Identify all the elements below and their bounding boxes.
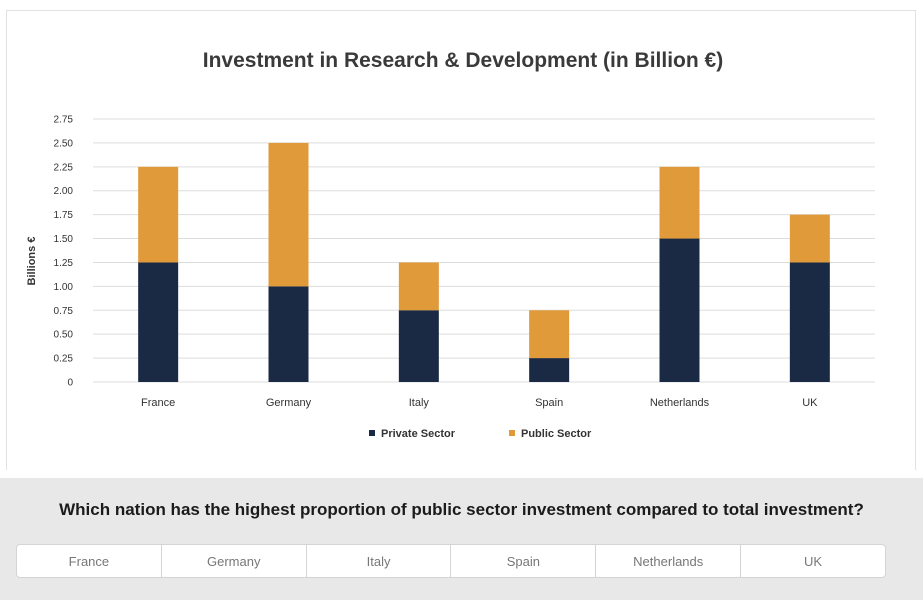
bar-private-italy xyxy=(398,310,439,382)
y-tick-label: 2.75 xyxy=(54,115,74,126)
y-tick-label: 1.25 xyxy=(54,258,74,269)
bar-private-uk xyxy=(789,262,830,382)
x-tick-label: France xyxy=(141,397,175,409)
bar-private-spain xyxy=(529,358,570,382)
bar-public-italy xyxy=(398,262,439,311)
x-tick-label: Germany xyxy=(266,397,312,409)
option-italy[interactable]: Italy xyxy=(307,545,452,577)
y-tick-labels: 0 0.25 0.50 0.75 1.00 1.25 1.50 1.75 2.00 2.25 2.5… xyxy=(54,115,74,389)
bar-public-france xyxy=(138,166,179,263)
legend-swatch xyxy=(509,430,515,436)
option-france[interactable]: France xyxy=(17,545,162,577)
y-tick-label: 0 xyxy=(67,378,73,389)
legend: Private Sector Public Sector xyxy=(369,428,592,440)
x-tick-label: Spain xyxy=(535,397,563,409)
gridlines xyxy=(93,118,875,383)
x-tick-label: UK xyxy=(802,397,818,409)
bar-public-spain xyxy=(529,310,570,359)
y-tick-label: 1.00 xyxy=(54,282,74,293)
y-tick-label: 0.50 xyxy=(54,330,74,341)
y-tick-label: 1.50 xyxy=(54,234,74,245)
bar-private-netherlands xyxy=(659,238,700,382)
y-tick-label: 2.25 xyxy=(54,162,74,173)
chart-panel: Investment in Research & Development (in… xyxy=(6,10,916,470)
bars xyxy=(138,142,830,382)
option-netherlands[interactable]: Netherlands xyxy=(596,545,742,577)
x-tick-label: Netherlands xyxy=(650,397,710,409)
y-tick-label: 2.50 xyxy=(54,138,74,149)
y-tick-label: 2.00 xyxy=(54,186,74,197)
y-axis-label: Billions € xyxy=(26,237,38,286)
category-labels: France Germany Italy Spain Netherlands UK xyxy=(141,397,818,409)
bar-private-germany xyxy=(268,286,309,382)
bar-public-netherlands xyxy=(659,166,700,239)
chart-title: Investment in Research & Development (in… xyxy=(203,49,723,72)
answer-options: France Germany Italy Spain Netherlands U… xyxy=(16,544,886,578)
y-tick-label: 0.75 xyxy=(54,306,74,317)
bar-public-uk xyxy=(789,214,830,263)
option-uk[interactable]: UK xyxy=(804,553,823,569)
y-tick-label: 1.75 xyxy=(54,210,74,221)
bar-public-germany xyxy=(268,142,309,287)
option-germany[interactable]: Germany xyxy=(162,545,307,577)
legend-swatch xyxy=(369,430,375,436)
stacked-bar-chart: Investment in Research & Development (in… xyxy=(26,49,875,440)
question-text: Which nation has the highest proportion … xyxy=(59,500,864,519)
legend-label: Private Sector xyxy=(381,428,456,440)
y-tick-label: 0.25 xyxy=(54,354,74,365)
option-spain[interactable]: Spain xyxy=(451,545,597,577)
x-tick-label: Italy xyxy=(409,397,430,409)
bar-private-france xyxy=(138,262,179,382)
legend-label: Public Sector xyxy=(521,428,592,440)
question-panel: Which nation has the highest proportion … xyxy=(0,478,923,600)
